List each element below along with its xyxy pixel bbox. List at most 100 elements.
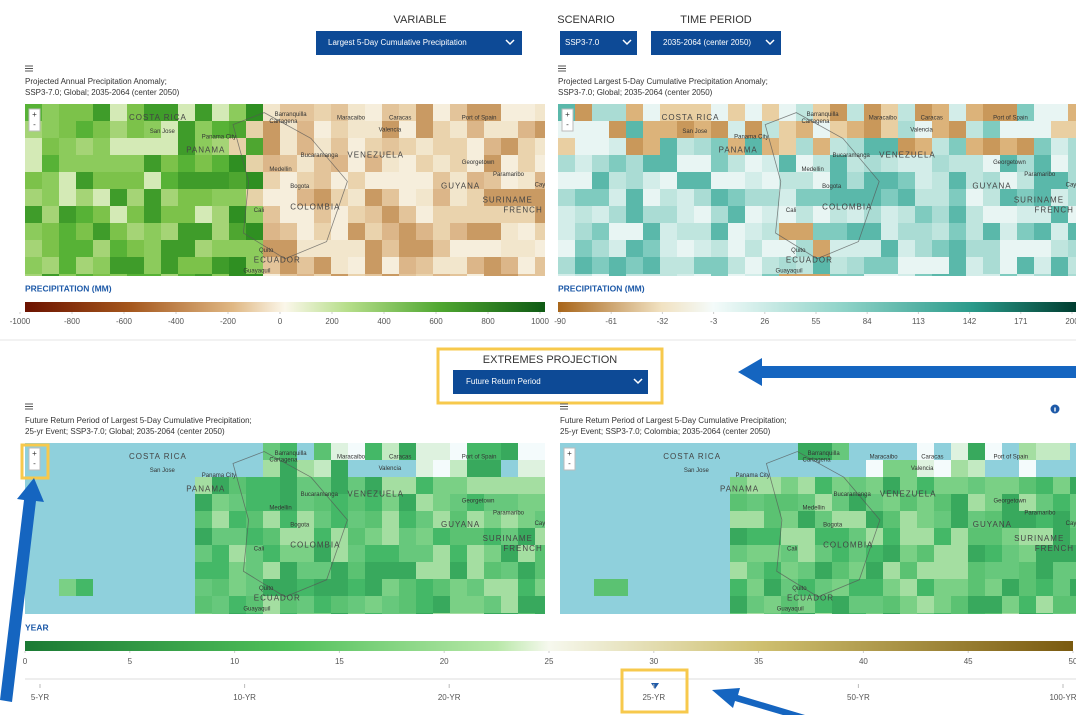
- dropdown[interactable]: [453, 370, 648, 394]
- tick-label: -3: [710, 317, 718, 326]
- map-cell: [195, 579, 212, 596]
- map-cell: [949, 104, 966, 121]
- map-cell: [1034, 206, 1051, 223]
- slider-label[interactable]: 25-YR: [642, 693, 665, 702]
- map-cell: [297, 189, 314, 206]
- zoom-button[interactable]: +: [32, 449, 37, 458]
- map-cell: [127, 104, 144, 121]
- map-cell: [263, 562, 280, 579]
- map-label: Cartagena: [269, 119, 298, 125]
- map-cell: [195, 155, 212, 172]
- map-cell: [76, 579, 93, 596]
- map-label: Medellin: [269, 506, 291, 512]
- map-cell: [779, 104, 796, 121]
- slider-label[interactable]: 10-YR: [233, 693, 256, 702]
- map-cell: [297, 562, 314, 579]
- map-cell: [365, 494, 382, 511]
- map-cell: [331, 494, 348, 511]
- map-cell: [229, 257, 246, 274]
- map-cell: [966, 155, 983, 172]
- dropdown[interactable]: [651, 31, 781, 55]
- map-cell: [535, 172, 545, 189]
- map-label: Barranquilla: [807, 112, 840, 118]
- map-cell: [399, 206, 416, 223]
- map-cell: [42, 189, 59, 206]
- map-cell: [314, 104, 331, 121]
- map-cell: [484, 104, 501, 121]
- map-cell: [951, 477, 968, 494]
- zoom-control[interactable]: [561, 108, 574, 132]
- zoom-button[interactable]: -: [568, 459, 571, 468]
- zoom-control[interactable]: [28, 108, 41, 132]
- map-cell: [297, 460, 314, 477]
- map-cell: [365, 274, 382, 276]
- zoom-button[interactable]: -: [566, 120, 569, 129]
- map-cell: [558, 155, 575, 172]
- map-cell: [501, 121, 518, 138]
- map-cell: [747, 528, 764, 545]
- map-cell: [263, 443, 280, 460]
- map[interactable]: COSTA RICA San Jose Panama City PANAMA Barra…: [25, 104, 583, 291]
- map-cell: [898, 104, 915, 121]
- map[interactable]: COSTA RICA San Jose Panama City PANAMA Barra…: [558, 104, 1076, 291]
- map-label: Barranquilla: [808, 451, 841, 457]
- map-label: COLOMBIA: [823, 541, 873, 550]
- slider-thumb[interactable]: [651, 683, 659, 689]
- map-cell: [1000, 274, 1017, 276]
- map-cell: [246, 528, 263, 545]
- slider-label[interactable]: 20-YR: [438, 693, 461, 702]
- map-cell: [881, 104, 898, 121]
- map-cell: [883, 613, 900, 614]
- map-cell: [592, 121, 609, 138]
- tick-label: 30: [649, 657, 658, 666]
- map-cell: [212, 477, 229, 494]
- map-cell: [484, 579, 501, 596]
- map-cell: [1068, 206, 1076, 223]
- map-label: SURINAME: [1014, 195, 1064, 204]
- map-cell: [1017, 138, 1034, 155]
- map-cell: [881, 240, 898, 257]
- map-cell: [711, 257, 728, 274]
- map-cell: [1070, 562, 1076, 579]
- map-cell: [195, 511, 212, 528]
- map-cell: [728, 155, 745, 172]
- zoom-button[interactable]: +: [565, 110, 570, 119]
- zoom-button[interactable]: -: [33, 459, 36, 468]
- map-label: Medellin: [269, 167, 291, 173]
- map-cell: [42, 138, 59, 155]
- map-cell: [983, 240, 1000, 257]
- map-cell: [660, 206, 677, 223]
- map-label: Paramaribo: [1024, 172, 1056, 178]
- map-cell: [314, 240, 331, 257]
- zoom-button[interactable]: -: [33, 120, 36, 129]
- slider-label[interactable]: 5-YR: [31, 693, 49, 702]
- map-cell: [280, 257, 297, 274]
- map-cell: [229, 172, 246, 189]
- map[interactable]: COSTA RICA San Jose Panama City PANAMA Barra…: [560, 443, 1076, 630]
- map-cell: [348, 189, 365, 206]
- dropdown[interactable]: [560, 31, 637, 55]
- map-cell: [263, 274, 280, 276]
- map-cell: [144, 172, 161, 189]
- map-cell: [643, 121, 660, 138]
- map-cell: [399, 545, 416, 562]
- map-cell: [915, 155, 932, 172]
- zoom-control[interactable]: [28, 447, 41, 471]
- zoom-button[interactable]: +: [567, 449, 572, 458]
- map-cell: [1000, 206, 1017, 223]
- map[interactable]: COSTA RICA San Jose Panama City PANAMA Barra…: [25, 443, 583, 630]
- zoom-control[interactable]: [563, 447, 576, 471]
- map-cell: [864, 274, 881, 276]
- map-label: GUYANA: [972, 182, 1011, 191]
- dropdown[interactable]: [316, 31, 522, 55]
- slider-label[interactable]: 100-YR: [1049, 693, 1076, 702]
- map-cell: [1051, 155, 1068, 172]
- map-label: Barranquilla: [275, 451, 308, 457]
- map-cell: [575, 257, 592, 274]
- map-cell: [592, 189, 609, 206]
- zoom-button[interactable]: +: [32, 110, 37, 119]
- slider-label[interactable]: 50-YR: [847, 693, 870, 702]
- map-cell: [365, 596, 382, 613]
- map-cell: [966, 104, 983, 121]
- map-label: Bucaramanga: [301, 492, 339, 498]
